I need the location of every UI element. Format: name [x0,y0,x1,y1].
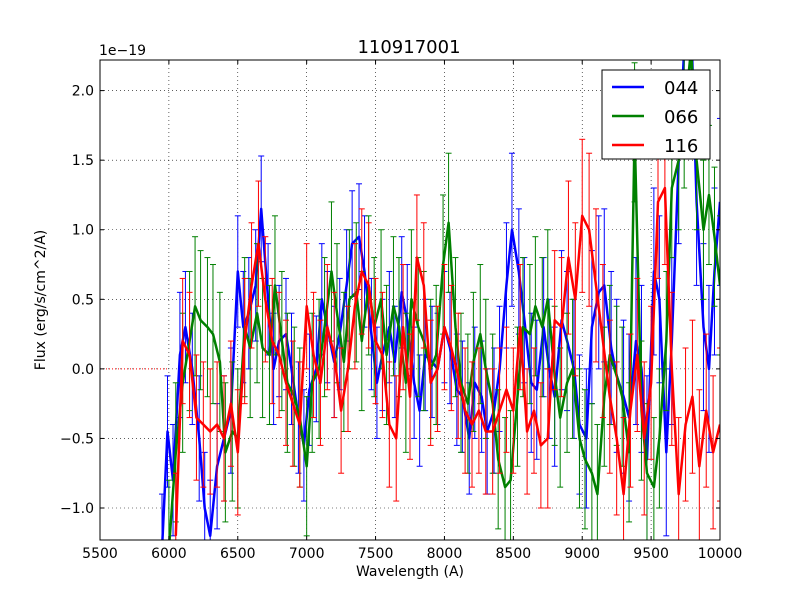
y-tick-label: 1.0 [72,223,94,239]
axis-ticks: 5500 6000 6500 7000 7500 8000 8500 9000 9500 1000… [60,60,742,562]
chart-title: 110917001 [357,37,460,58]
x-tick-label: 8000 [427,546,463,562]
y-tick-label: 0.5 [72,292,94,308]
series-116 [172,110,720,540]
y-tick-label: −0.5 [60,431,94,447]
x-tick-label: 9500 [633,546,669,562]
x-tick-label: 9000 [564,546,600,562]
legend-label-116: 116 [664,136,698,157]
series-line-116 [174,186,720,536]
y-offset-label: 1e−19 [99,43,146,59]
legend-label-044: 044 [664,78,698,99]
y-tick-label: −1.0 [60,501,94,517]
x-tick-label: 6000 [151,546,187,562]
x-tick-label: 7000 [289,546,325,562]
legend: 044 066 116 [601,69,711,160]
x-tick-label: 5500 [82,546,118,562]
y-tick-label: 2.0 [72,84,94,100]
y-tick-label: 0.0 [72,362,94,378]
x-tick-label: 8500 [496,546,532,562]
x-tick-label: 7500 [358,546,394,562]
y-tick-label: 1.5 [72,153,94,169]
plot-frame [99,59,721,541]
x-tick-label: 10000 [698,546,743,562]
plot-data [100,60,720,540]
legend-label-066: 066 [664,107,698,128]
y-axis-label: Flux (erg/s/cm^2/A) [33,230,49,370]
x-tick-label: 6500 [220,546,256,562]
x-axis-label: Wavelength (A) [356,564,464,580]
